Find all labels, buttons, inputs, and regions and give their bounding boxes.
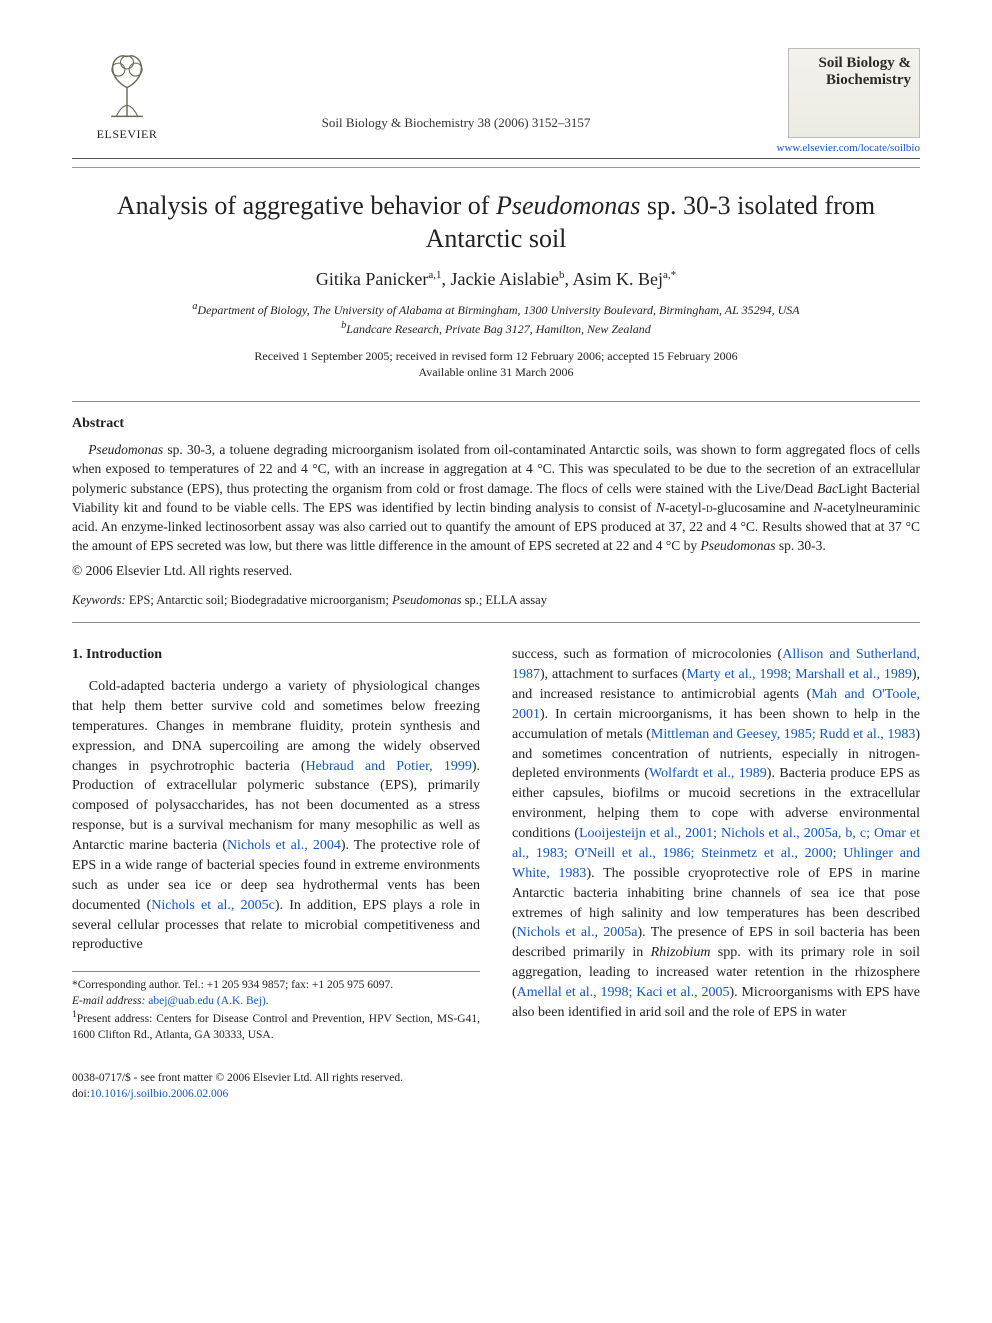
masthead-rule-top: [72, 158, 920, 159]
abstract-copyright: © 2006 Elsevier Ltd. All rights reserved…: [72, 563, 920, 579]
elsevier-tree-icon: [91, 48, 163, 120]
doi-line: doi:10.1016/j.soilbio.2006.02.006: [72, 1087, 480, 1103]
body-columns: 1. Introduction Cold-adapted bacteria un…: [72, 645, 920, 1102]
article-title: Analysis of aggregative behavior of Pseu…: [72, 190, 920, 255]
ref-link[interactable]: Mittleman and Geesey, 1985; Rudd et al.,…: [651, 727, 915, 742]
abstract-body: Pseudomonas sp. 30-3, a toluene degradin…: [72, 440, 920, 555]
front-matter-line: 0038-0717/$ - see front matter © 2006 El…: [72, 1071, 480, 1087]
abstract-heading: Abstract: [72, 416, 920, 432]
ref-link[interactable]: Hebraud and Potier, 1999: [306, 759, 472, 774]
email-link[interactable]: abej@uab.edu (A.K. Bej).: [145, 995, 268, 1007]
affiliations: aDepartment of Biology, The University o…: [72, 300, 920, 338]
intro-paragraph-1-continued: success, such as formation of microcolon…: [512, 645, 920, 1023]
masthead-rule-bottom: [72, 167, 920, 168]
column-right: success, such as formation of microcolon…: [512, 645, 920, 1102]
page: ELSEVIER Soil Biology & Biochemistry 38 …: [0, 0, 992, 1142]
masthead-row: ELSEVIER Soil Biology & Biochemistry 38 …: [72, 48, 920, 154]
email-line: E-mail address: abej@uab.edu (A.K. Bej).: [72, 994, 480, 1010]
section-heading-introduction: 1. Introduction: [72, 645, 480, 665]
doi-link[interactable]: 10.1016/j.soilbio.2006.02.006: [90, 1088, 228, 1100]
ref-link[interactable]: Wolfardt et al., 1989: [649, 766, 767, 781]
journal-cover-title: Soil Biology & Biochemistry: [797, 55, 911, 90]
publisher-block: ELSEVIER: [72, 48, 182, 142]
footnotes: *Corresponding author. Tel.: +1 205 934 …: [72, 971, 480, 1043]
journal-cover-thumb: Soil Biology & Biochemistry: [788, 48, 920, 138]
ref-link[interactable]: Nichols et al., 2005a: [517, 925, 638, 940]
present-address-note: 1Present address: Centers for Disease Co…: [72, 1009, 480, 1043]
corresponding-author-note: *Corresponding author. Tel.: +1 205 934 …: [72, 978, 480, 994]
journal-url[interactable]: www.elsevier.com/locate/soilbio: [730, 142, 920, 154]
column-left: 1. Introduction Cold-adapted bacteria un…: [72, 645, 480, 1102]
journal-block: Soil Biology & Biochemistry www.elsevier…: [730, 48, 920, 154]
ref-link[interactable]: Nichols et al., 2004: [227, 838, 341, 853]
ref-link[interactable]: Amellal et al., 1998; Kaci et al., 2005: [517, 985, 730, 1000]
article-dates: Received 1 September 2005; received in r…: [72, 348, 920, 382]
footer-meta: 0038-0717/$ - see front matter © 2006 El…: [72, 1071, 480, 1102]
masthead-center: Soil Biology & Biochemistry 38 (2006) 31…: [182, 48, 730, 132]
keywords-line: Keywords: EPS; Antarctic soil; Biodegrad…: [72, 593, 920, 608]
author-list: Gitika Panickera,1, Jackie Aislabieb, As…: [72, 269, 920, 290]
intro-paragraph-1: Cold-adapted bacteria undergo a variety …: [72, 677, 480, 955]
ref-link[interactable]: Nichols et al., 2005c: [151, 898, 275, 913]
journal-reference: Soil Biology & Biochemistry 38 (2006) 31…: [322, 115, 591, 130]
ref-link[interactable]: Marty et al., 1998; Marshall et al., 198…: [686, 667, 911, 682]
abstract-rule-top: [72, 401, 920, 402]
abstract-rule-bottom: [72, 622, 920, 623]
publisher-label: ELSEVIER: [72, 127, 182, 142]
